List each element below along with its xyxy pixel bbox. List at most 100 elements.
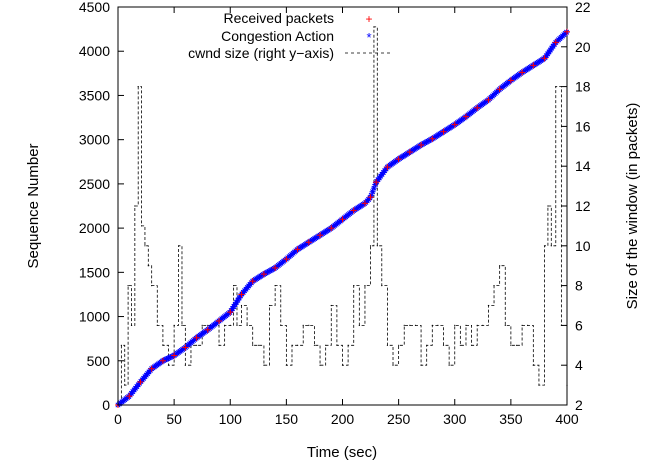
y2-tick-label: 4: [575, 357, 583, 373]
cwnd-point: [353, 285, 355, 287]
cwnd-point: [414, 324, 417, 326]
cwnd-point: [140, 225, 143, 227]
cwnd-point: [538, 384, 540, 386]
cwnd-point: [229, 324, 231, 326]
cwnd-point: [201, 324, 203, 326]
cwnd-point: [555, 86, 557, 88]
cwnd-point: [156, 324, 158, 326]
cwnd-point: [319, 364, 321, 366]
received-point: [451, 121, 458, 128]
cwnd-point: [454, 324, 456, 326]
x-tick-label: 50: [166, 411, 182, 427]
x-tick-label: 400: [555, 411, 579, 427]
cwnd-point: [336, 344, 338, 346]
cwnd-point: [178, 245, 180, 247]
cwnd-point: [515, 344, 518, 346]
y-axis-label: Sequence Number: [25, 143, 42, 268]
received-point: [305, 239, 312, 246]
cwnd-point: [550, 245, 552, 247]
x-tick-label: 200: [331, 411, 355, 427]
received-point: [350, 207, 357, 214]
cwnd-point: [252, 344, 254, 346]
cwnd-point: [120, 344, 122, 346]
y2-tick-label: 18: [575, 79, 591, 95]
received-point: [272, 264, 279, 271]
received-point: [530, 62, 537, 69]
received-point: [216, 317, 223, 324]
cwnd-point: [313, 344, 316, 346]
cwnd-point: [470, 344, 473, 346]
cwnd-point: [420, 364, 422, 366]
cwnd-point: [487, 304, 490, 307]
y2-tick-label: 12: [575, 198, 591, 214]
cwnd-point: [330, 304, 332, 307]
y2-tick-label: 10: [575, 238, 591, 254]
y-tick-label: 1000: [79, 309, 110, 325]
received-point: [440, 128, 447, 135]
cwnd-point: [376, 245, 378, 247]
sequence-series: [115, 28, 570, 408]
received-point: [474, 104, 481, 111]
cwnd-point: [448, 364, 450, 366]
cwnd-point: [246, 324, 248, 326]
cwnd-point: [521, 324, 523, 326]
received-point: [418, 141, 425, 148]
cwnd-point: [233, 285, 235, 287]
y2-tick-label: 16: [575, 118, 591, 134]
cwnd-point: [147, 265, 149, 267]
x-tick-label: 100: [219, 411, 243, 427]
y-tick-label: 3500: [79, 87, 110, 103]
cwnd-point: [504, 324, 506, 326]
x-tick-label: 300: [443, 411, 467, 427]
cwnd-point: [137, 86, 139, 88]
received-point: [317, 232, 324, 239]
y2-tick-label: 20: [575, 39, 591, 55]
cwnd-point: [144, 245, 146, 247]
cwnd-point: [162, 344, 164, 346]
x-tick-label: 350: [499, 411, 523, 427]
cwnd-point: [274, 285, 276, 287]
received-point: [462, 113, 469, 120]
received-point: [193, 334, 200, 341]
y2-tick-label: 14: [575, 158, 591, 174]
legend-label-received: Received packets: [223, 10, 334, 26]
cwnd-point: [392, 364, 394, 366]
cwnd-point: [263, 364, 265, 366]
y-tick-label: 0: [102, 397, 110, 413]
received-point: [227, 309, 234, 316]
x-tick-label: 150: [275, 411, 299, 427]
received-point: [373, 179, 380, 186]
received-point: [519, 69, 526, 76]
received-point: [294, 246, 301, 253]
cwnd-point: [431, 324, 433, 326]
cwnd-point: [127, 285, 129, 287]
y-tick-label: 4500: [79, 0, 110, 15]
received-point: [552, 39, 559, 46]
legend-marker-congestion: *: [366, 30, 371, 45]
legend-label-congestion: Congestion Action: [221, 28, 334, 44]
received-point: [564, 28, 570, 35]
cwnd-point: [325, 344, 327, 346]
received-point: [159, 357, 166, 364]
received-point: [541, 55, 548, 62]
y2-axis-label: Size of the window (in packets): [624, 103, 641, 310]
cwnd-point: [240, 304, 243, 307]
received-point: [406, 149, 413, 156]
received-point: [171, 352, 178, 359]
cwnd-point: [207, 324, 209, 326]
received-point: [507, 77, 514, 84]
received-point: [361, 200, 368, 207]
cwnd-point: [124, 384, 126, 386]
cwnd-point: [218, 344, 220, 346]
legend-marker-received: +: [365, 12, 372, 26]
cwnd-point: [280, 324, 282, 326]
y-tick-label: 4000: [79, 43, 110, 59]
received-point: [238, 291, 245, 298]
cwnd-point: [257, 344, 259, 346]
received-point: [249, 278, 256, 285]
y-tick-label: 2500: [79, 176, 110, 192]
cwnd-point: [547, 205, 549, 207]
cwnd-point: [510, 344, 512, 346]
received-point: [137, 379, 144, 386]
